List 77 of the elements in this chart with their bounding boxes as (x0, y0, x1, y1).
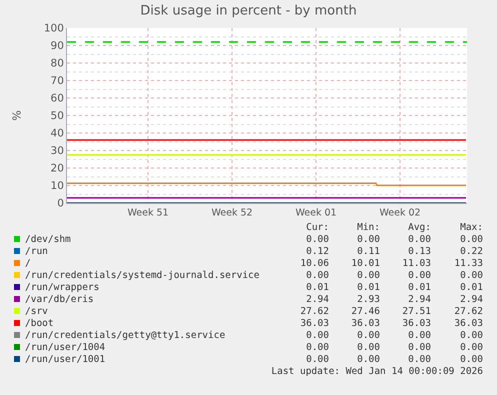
y-tick-label: 90 (50, 40, 64, 52)
text: 2.94 (305, 294, 329, 305)
legend-label: / (25, 258, 31, 269)
text: 0.12 (305, 246, 329, 257)
text: 0.00 (459, 234, 483, 245)
y-tick-label: 50 (50, 110, 64, 122)
text: 0.00 (305, 354, 329, 365)
text: 10.06 (299, 258, 329, 269)
text: 27.51 (401, 306, 431, 317)
text: 0.00 (305, 270, 329, 281)
chart-title: Disk usage in percent - by month (140, 4, 357, 19)
x-tick-label: Week 52 (211, 207, 253, 218)
text: 0.00 (407, 234, 431, 245)
text: 0.01 (305, 282, 329, 293)
text: 0.00 (305, 234, 329, 245)
text: 0.00 (459, 270, 483, 281)
y-tick-label: 20 (50, 162, 64, 175)
legend-label: /run/credentials/systemd-journald.service (25, 270, 260, 281)
text: Last update: Wed Jan 14 00:00:09 2026 (271, 366, 483, 377)
legend-label: /run/user/1001 (25, 354, 106, 365)
text: 36.03 (453, 318, 483, 329)
text: Avg: (407, 222, 431, 233)
legend-label: /var/db/eris (25, 294, 94, 305)
text: 0.00 (356, 330, 380, 341)
text: 0.00 (459, 354, 483, 365)
legend-label: /srv (25, 306, 48, 317)
text: 0.00 (407, 354, 431, 365)
text: 0.01 (407, 282, 431, 293)
text: 36.03 (350, 318, 380, 329)
text: 27.62 (299, 306, 329, 317)
y-tick-label: 40 (50, 128, 64, 140)
text: 27.62 (453, 306, 483, 317)
text: 10.01 (350, 258, 380, 269)
legend-label: /run (25, 246, 48, 257)
text: 11.03 (401, 258, 431, 269)
x-tick-label: Week 02 (379, 207, 421, 218)
legend-label: /run/user/1004 (25, 342, 106, 353)
legend-label: /run/credentials/getty@tty1.service (25, 330, 226, 341)
text: 2.93 (356, 294, 380, 305)
text: 2.94 (459, 294, 483, 305)
y-tick-label: 10 (50, 180, 64, 192)
text: 27.46 (350, 306, 380, 317)
text: 0.00 (356, 270, 380, 281)
text: 0.01 (459, 282, 483, 293)
y-axis-title: % (10, 110, 24, 121)
text: 36.03 (401, 318, 431, 329)
text: 0.00 (356, 342, 380, 353)
legend-label: /boot (25, 318, 54, 329)
text: 0.00 (459, 330, 483, 341)
text: 0.00 (407, 342, 431, 353)
text: 0.11 (356, 246, 380, 257)
text: 11.33 (453, 258, 483, 269)
legend-label: /run/wrappers (25, 282, 100, 293)
text: 2.94 (407, 294, 431, 305)
text: 0.00 (356, 354, 380, 365)
text: Max: (459, 222, 483, 233)
text: 36.03 (299, 318, 329, 329)
y-tick-label: 70 (50, 75, 64, 88)
text: 0.00 (407, 330, 431, 341)
y-tick-label: 0 (57, 198, 64, 210)
x-tick-label: Week 01 (295, 207, 337, 218)
y-tick-label: 30 (50, 145, 64, 158)
text: 0.00 (459, 342, 483, 353)
text: 0.13 (407, 246, 431, 257)
y-tick-label: 100 (44, 22, 64, 35)
text: 0.00 (305, 330, 329, 341)
y-tick-label: 60 (50, 92, 64, 105)
text: Cur: (305, 222, 329, 233)
text: 0.00 (407, 270, 431, 281)
text: 0.22 (459, 246, 483, 257)
x-tick-label: Week 51 (127, 207, 169, 218)
text: 0.00 (305, 342, 329, 353)
text: 0.01 (356, 282, 380, 293)
y-tick-label: 80 (50, 58, 64, 70)
text: Min: (356, 222, 380, 233)
legend-label: /dev/shm (25, 234, 71, 245)
text: 0.00 (356, 234, 380, 245)
